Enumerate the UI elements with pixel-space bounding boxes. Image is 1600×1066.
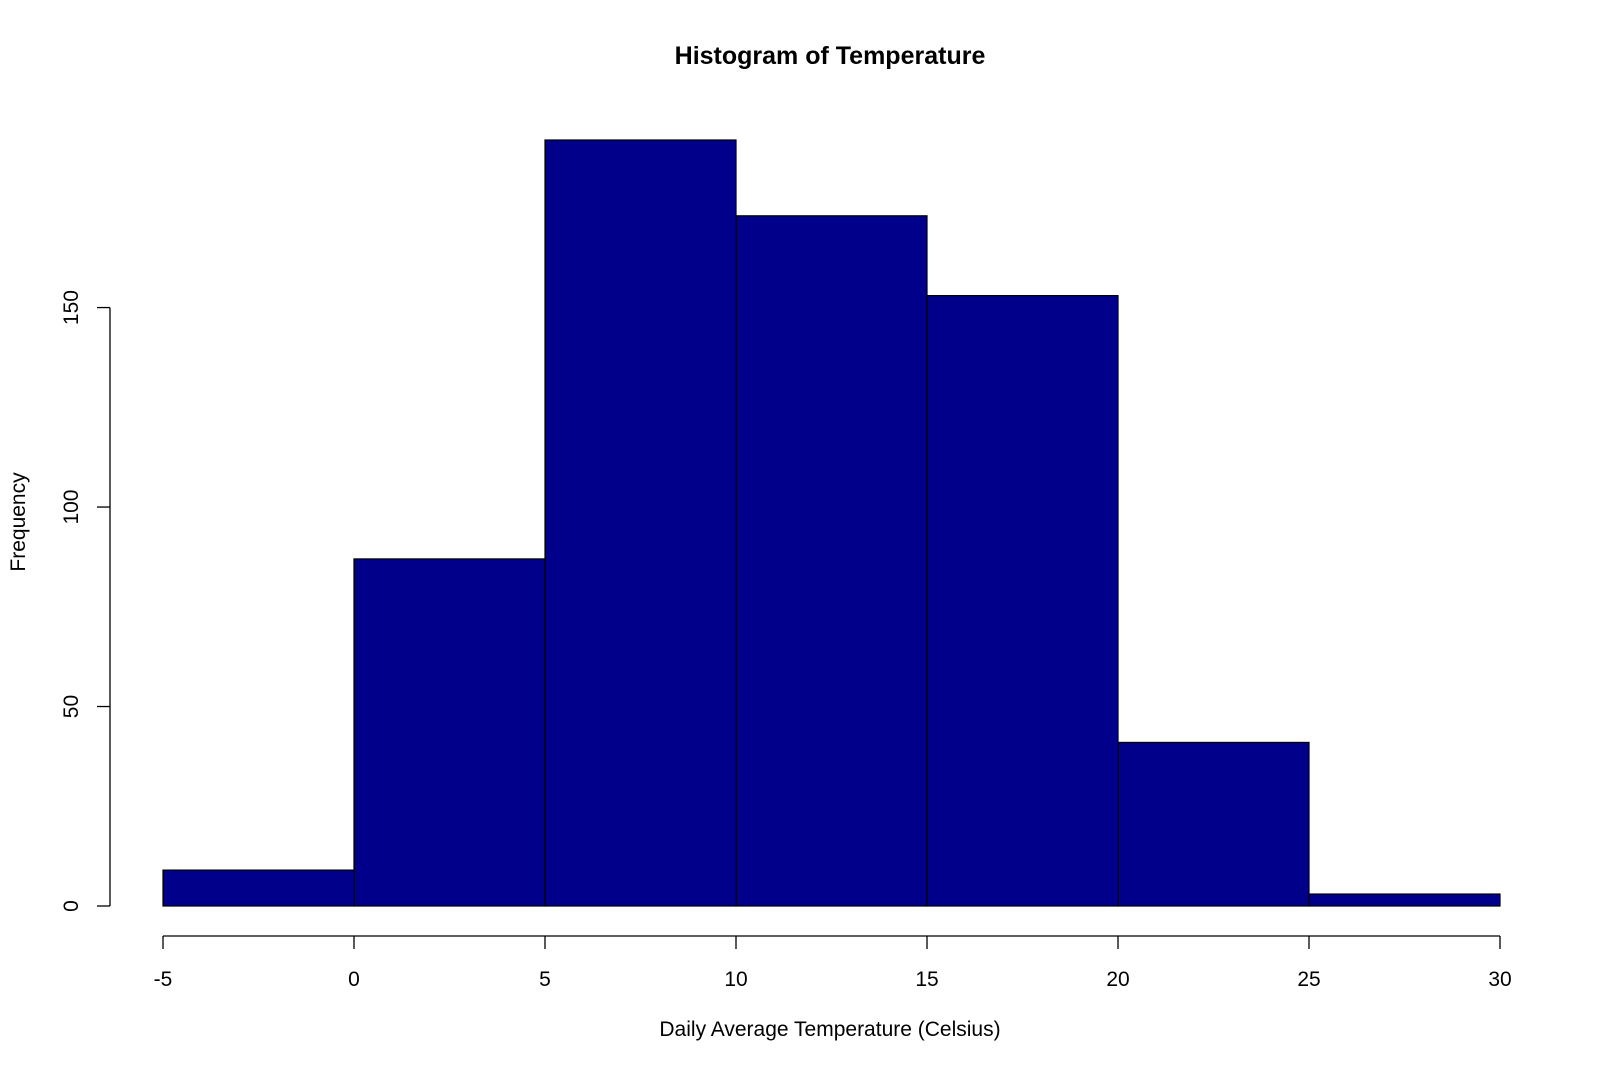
y-axis: 0 50 100 150 [60,290,111,912]
x-tick-label: 30 [1488,968,1511,991]
x-tick-label: 15 [915,968,938,991]
x-axis-label: Daily Average Temperature (Celsius) [659,1018,1000,1041]
x-tick-label: 10 [724,968,747,991]
x-axis: -5 0 5 10 15 20 25 30 [154,935,1512,991]
x-tick-label: -5 [154,968,173,991]
histogram-bar-6 [1308,893,1501,907]
histogram-bar-5 [1117,741,1310,907]
histogram-bar-1 [353,558,546,907]
y-axis-label: Frequency [7,472,30,572]
x-tick-label: 5 [539,968,551,991]
y-tick-label: 100 [60,490,83,525]
histogram-bar-4 [926,294,1119,907]
histogram-bar-0 [162,869,355,907]
histogram-bar-2 [544,139,737,907]
x-tick-label: 25 [1297,968,1320,991]
x-tick-label: 0 [348,968,360,991]
x-tick-label: 20 [1106,968,1129,991]
bars-group [162,139,1501,907]
y-tick-label: 150 [60,290,83,325]
histogram-bar-3 [735,215,928,907]
chart-title: Histogram of Temperature [675,42,986,70]
y-tick-label: 50 [60,695,83,718]
y-tick-label: 0 [60,900,83,912]
